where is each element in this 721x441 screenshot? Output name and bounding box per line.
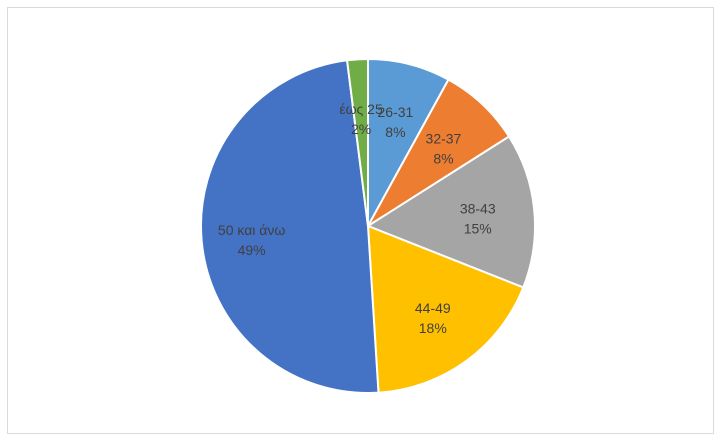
slice-label: 50 και άνω (218, 222, 285, 238)
slices-layer (200, 57, 536, 394)
slice-label: 26-31 (378, 104, 414, 120)
slice-percent: 18% (419, 320, 447, 336)
slice-label: 32-37 (426, 131, 462, 147)
slice-label: 38-43 (460, 201, 496, 217)
pie-slice-38-43 (365, 135, 536, 289)
slice-percent: 2% (351, 121, 371, 137)
pie-slice-25 (345, 57, 369, 227)
slice-percent: 15% (464, 221, 492, 237)
slice-label: 44-49 (415, 300, 451, 316)
labels-layer: 26-31 8% 32-37 8% 38-43 15% 44-49 18% 50 και άνω… (218, 101, 496, 336)
pie-slice-44-49 (366, 224, 525, 394)
pie-slice-50 (200, 59, 380, 394)
slice-percent: 8% (385, 124, 405, 140)
slice-percent: 49% (238, 242, 266, 258)
slice-percent: 8% (433, 151, 453, 167)
slice-label: έως 25 (339, 101, 383, 117)
